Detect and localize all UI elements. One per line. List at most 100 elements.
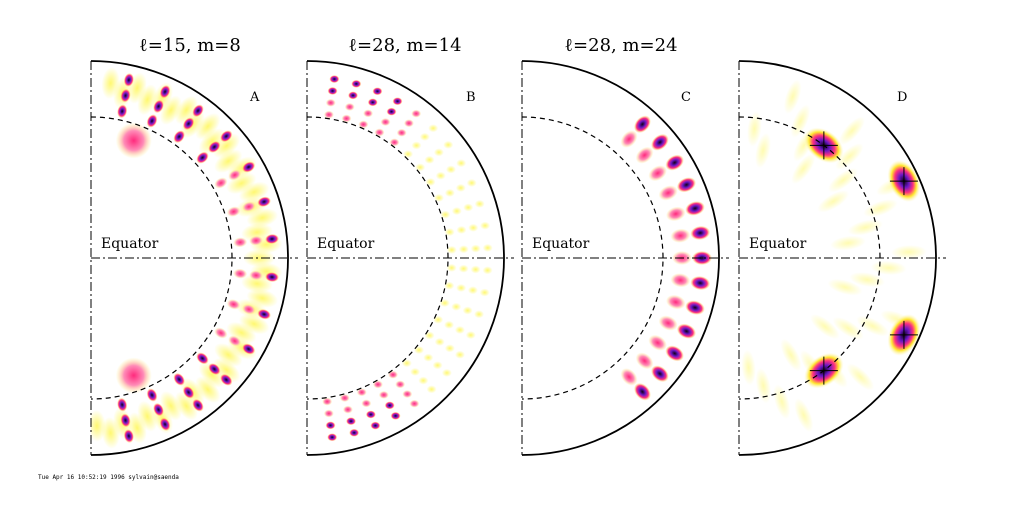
heat-blob <box>322 397 333 406</box>
heat-band <box>213 133 241 159</box>
heat-blob <box>196 352 209 365</box>
heat-blob <box>356 388 367 397</box>
heat-blob <box>341 114 352 123</box>
timestamp-footer: Tue Apr 16 10:52:19 1996 sylvain@saenda <box>38 474 179 481</box>
panel-label-c: C <box>681 90 691 105</box>
panel-label-b: B <box>466 90 476 105</box>
heat-blob <box>446 245 457 254</box>
heat-blob <box>474 310 485 319</box>
heat-band <box>198 128 225 155</box>
heat-blob <box>182 117 195 131</box>
heat-blob <box>670 228 691 243</box>
heat-blob <box>445 165 456 174</box>
heat-blob <box>214 327 228 339</box>
heat-blob <box>648 165 667 182</box>
heat-blob <box>620 368 638 386</box>
heat-blob <box>419 132 430 141</box>
heat-blob <box>468 223 479 232</box>
heat-blob <box>325 98 336 107</box>
heat-blob <box>196 151 209 164</box>
heat-blob <box>374 128 385 137</box>
heat-blob <box>402 390 413 399</box>
heat-band <box>773 384 791 420</box>
heat-band <box>810 314 840 340</box>
inner-dashed-circle <box>521 116 664 400</box>
heat-blob <box>329 75 340 84</box>
heat-blob <box>411 141 422 150</box>
heatmap-layer-b <box>322 75 493 442</box>
heat-blob <box>441 368 452 377</box>
panel-c: C <box>521 60 729 456</box>
heatmap-layer-d <box>741 79 927 433</box>
heat-blob <box>690 225 711 241</box>
heat-blob <box>444 228 455 237</box>
heat-blob <box>401 359 412 368</box>
heat-blob <box>242 304 256 315</box>
heat-blob <box>159 417 171 431</box>
heat-blob <box>346 417 357 426</box>
heat-blob <box>633 382 651 401</box>
heat-blob <box>123 73 134 87</box>
heat-blob <box>386 107 397 116</box>
heat-band <box>783 79 802 114</box>
heat-blob <box>182 385 195 399</box>
heat-blob <box>479 288 490 297</box>
heat-blob <box>146 114 158 128</box>
heat-blob <box>117 397 128 412</box>
heat-blob <box>410 367 421 376</box>
heat-blob <box>414 346 425 355</box>
heat-band <box>838 116 865 146</box>
heat-band <box>243 249 275 267</box>
heat-blob <box>451 207 462 216</box>
heat-blob <box>424 331 435 340</box>
panel-a: A <box>90 60 298 456</box>
heat-blob <box>242 201 256 212</box>
heat-blob <box>265 271 279 283</box>
heat-blob <box>454 325 465 334</box>
equator-label-b: Equator <box>317 236 375 252</box>
heat-blob <box>226 299 241 310</box>
heat-blob <box>372 87 383 96</box>
heat-blob <box>367 98 378 107</box>
heat-blob <box>380 118 391 127</box>
heat-band <box>817 190 850 213</box>
heat-blob <box>120 413 131 428</box>
heat-blob <box>344 102 355 111</box>
heat-blob <box>192 104 204 118</box>
heat-band <box>827 278 863 296</box>
heat-blob <box>228 169 242 181</box>
heat-blob <box>651 133 669 151</box>
heat-blob <box>456 159 467 168</box>
heat-blob <box>428 124 439 133</box>
heat-blob <box>439 299 450 308</box>
heat-blob <box>458 264 469 273</box>
heat-blob <box>480 221 491 230</box>
outer-boundary <box>90 60 289 456</box>
heat-band <box>791 153 816 184</box>
heat-blob <box>153 402 164 417</box>
heat-blob <box>363 109 374 118</box>
heat-blob <box>117 104 128 119</box>
heat-band <box>863 199 898 218</box>
heat-blob <box>665 206 686 222</box>
heat-blob <box>265 233 279 245</box>
heat-blob <box>465 331 476 340</box>
heat-blob <box>670 273 691 288</box>
panel-title-b: ℓ=28, m=14 <box>348 35 461 56</box>
heat-blob <box>443 140 454 149</box>
heat-blob <box>482 266 493 275</box>
inner-dashed-circle <box>306 116 449 400</box>
heat-blob <box>426 385 437 394</box>
panel-title-a: ℓ=15, m=8 <box>139 35 241 56</box>
heat-blob <box>159 85 171 99</box>
heat-blob <box>323 110 334 119</box>
heat-blob <box>648 334 667 351</box>
heat-blob <box>403 150 414 159</box>
heat-blob <box>226 206 241 217</box>
heat-band <box>794 398 814 433</box>
heat-blob <box>456 225 467 234</box>
heat-blob <box>462 306 473 315</box>
heat-blob <box>658 185 678 201</box>
heat-blob <box>463 203 474 212</box>
